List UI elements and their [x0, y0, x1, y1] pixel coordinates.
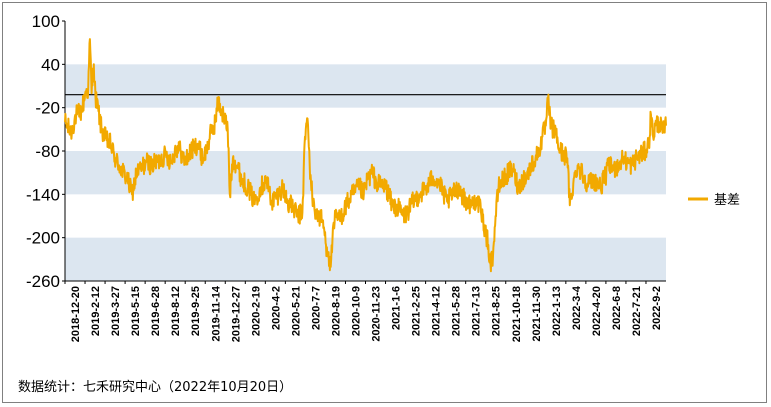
- y-tick-label: -80: [35, 142, 60, 161]
- x-tick-label: 2022-3-4: [571, 285, 583, 330]
- x-tick-label: 2019-3-27: [110, 286, 122, 336]
- source-footer: 数据统计：七禾研究中心（2022年10月20日）: [18, 380, 293, 395]
- x-tick-label: 2020-2-19: [250, 286, 262, 336]
- y-tick-label: -140: [26, 185, 60, 204]
- x-tick-label: 2020-5-21: [290, 286, 302, 336]
- x-tick-label: 2020-10-9: [350, 286, 362, 336]
- series-line-basis: [64, 38, 667, 273]
- x-tick-label: 2019-11-14: [210, 285, 222, 342]
- x-tick-label: 2020-8-19: [330, 286, 342, 336]
- x-tick-label: 2021-2-25: [411, 286, 423, 336]
- x-tick-label: 2018-12-20: [70, 286, 82, 342]
- x-tick-label: 2020-7-7: [310, 286, 322, 330]
- x-tick-label: 2022-9-2: [651, 286, 663, 330]
- y-tick-label: 100: [32, 12, 60, 31]
- x-tick-label: 2022-7-21: [631, 286, 643, 336]
- y-bands: [65, 64, 666, 281]
- x-tick-label: 2020-11-23: [371, 286, 383, 342]
- x-tick-label: 2021-11-30: [531, 286, 543, 342]
- x-tick-label: 2019-8-12: [170, 286, 182, 336]
- legend-label-basis: 基差: [714, 193, 740, 208]
- x-tick-label: 2021-5-28: [451, 286, 463, 336]
- x-tick-label: 2019-2-12: [90, 286, 102, 336]
- x-tick-label: 2022-4-20: [591, 286, 603, 336]
- x-tick-label: 2021-4-12: [431, 286, 443, 336]
- y-band-0: [65, 64, 666, 108]
- x-tick-label: 2021-10-18: [511, 286, 523, 342]
- x-tick-label: 2021-7-13: [471, 286, 483, 336]
- y-tick-label: -200: [26, 229, 60, 248]
- y-tick-label: -260: [26, 272, 60, 291]
- x-tick-label: 2019-9-25: [190, 286, 202, 336]
- x-tick-label: 2019-6-28: [150, 286, 162, 336]
- y-tick-label: 40: [41, 55, 60, 74]
- legend: 基差: [688, 193, 740, 208]
- y-band-2: [65, 237, 666, 281]
- x-tick-label: 2022-1-13: [551, 286, 563, 336]
- x-tick-label: 2019-12-27: [230, 286, 242, 342]
- x-tick-labels: 2018-12-20 2019-2-12 2019-3-27 2019-5-15 201…: [64, 281, 663, 342]
- x-tick-label: 2022-6-8: [611, 286, 623, 330]
- y-tick-label: -20: [35, 99, 60, 118]
- x-tick-label: 2021-1-6: [391, 286, 403, 330]
- x-tick-label: 2019-5-15: [130, 286, 142, 336]
- y-tick-labels: 100 40 -20 -80 -140 -200 -260: [26, 12, 65, 291]
- x-tick-label: 2021-8-25: [491, 286, 503, 336]
- x-tick-label: 2020-4-2: [270, 286, 282, 330]
